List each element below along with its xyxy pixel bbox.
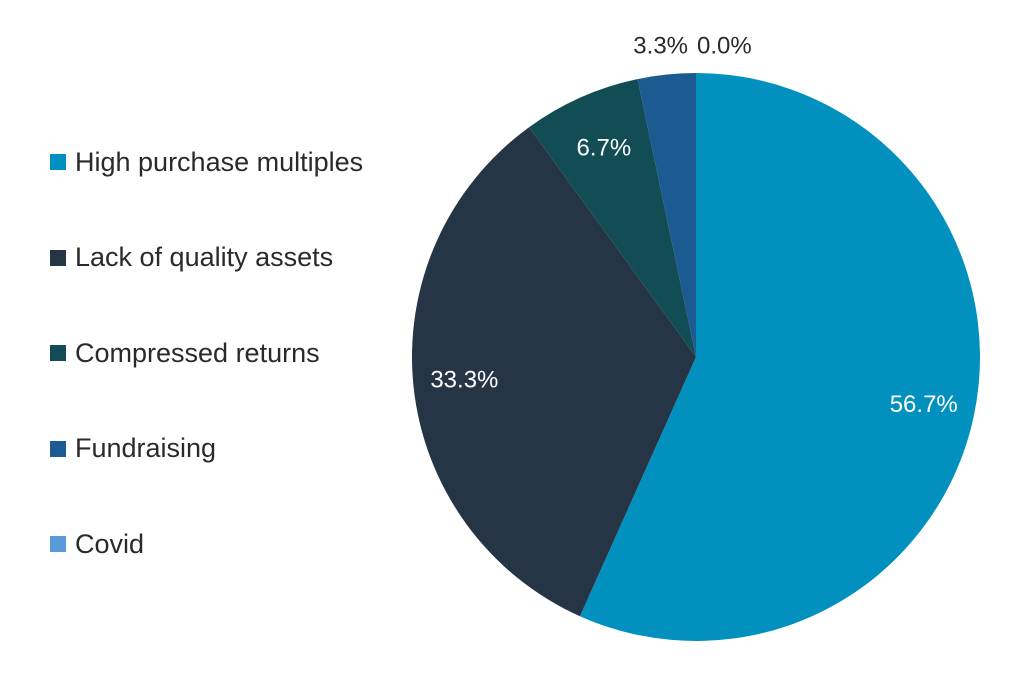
legend-label: Compressed returns [75, 337, 320, 368]
data-label-covid: 0.0% [697, 32, 752, 59]
legend-label: Covid [75, 528, 145, 559]
legend-item-lack-of-quality-assets: Lack of quality assets [50, 238, 363, 278]
pie-slice-fundraising [637, 73, 696, 357]
pie-slice-compressed-returns [529, 79, 696, 358]
legend: High purchase multiples Lack of quality a… [50, 142, 363, 620]
legend-swatch [50, 154, 66, 170]
legend-label: Lack of quality assets [75, 242, 334, 272]
legend-item-fundraising: Fundraising [50, 429, 363, 469]
legend-swatch [50, 249, 66, 266]
pie-slice-lack-of-quality-assets [412, 127, 696, 617]
legend-label: Fundraising [75, 433, 217, 463]
legend-item-high-purchase-multiples: High purchase multiples [50, 142, 363, 182]
legend-label: High purchase multiples [75, 146, 364, 177]
legend-swatch [50, 440, 66, 457]
legend-item-covid: Covid [50, 524, 363, 564]
data-label-high-purchase-multiples: 56.7% [890, 391, 958, 418]
data-label-compressed-returns: 6.7% [576, 135, 631, 162]
data-label-fundraising: 3.3% [633, 32, 688, 59]
pie-slice-high-purchase-multiples [579, 73, 981, 642]
data-label-lack-of-quality-assets: 33.3% [430, 366, 498, 393]
legend-item-compressed-returns: Compressed returns [50, 333, 363, 373]
legend-swatch [50, 536, 66, 552]
legend-swatch [50, 345, 66, 361]
